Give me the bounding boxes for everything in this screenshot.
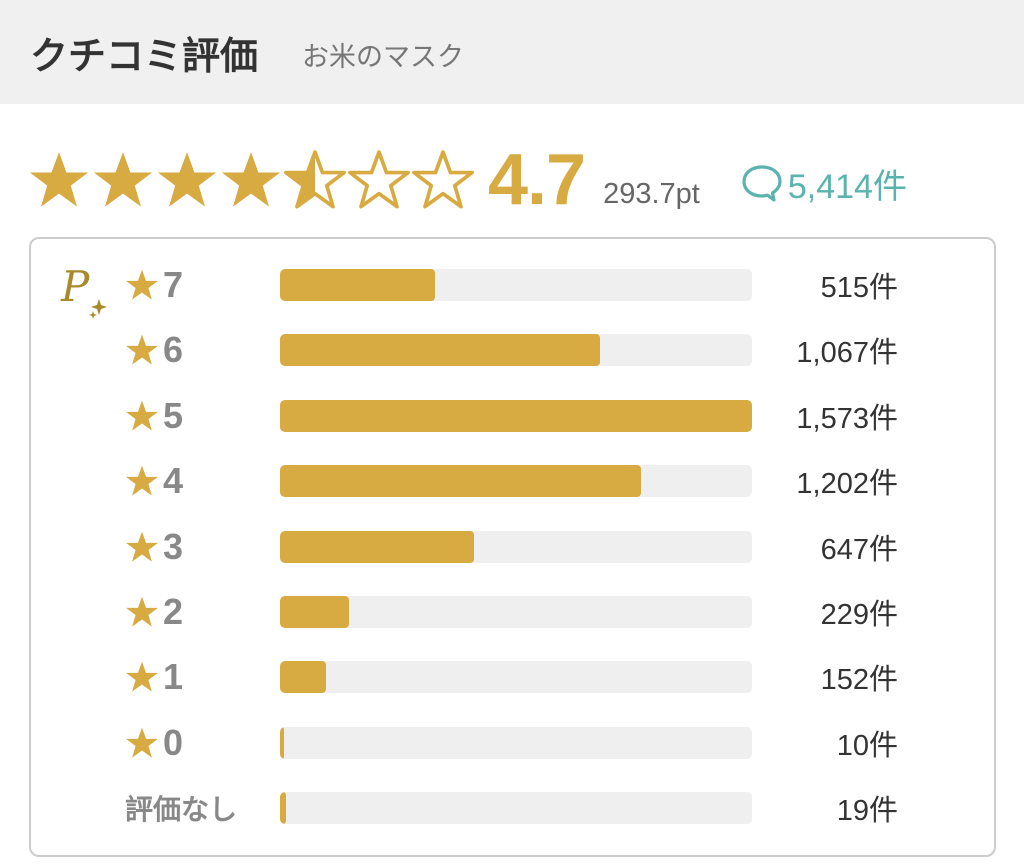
header: クチコミ評価 お米のマスク <box>0 0 1024 104</box>
page-title: クチコミ評価 <box>30 33 259 78</box>
rating-label: 3 <box>125 526 183 568</box>
rating-label-text: 6 <box>163 329 184 371</box>
rating-label-text: 評価なし <box>125 793 238 827</box>
star-icon <box>126 400 158 431</box>
rating-row: 0 10件 <box>31 722 994 764</box>
review-count-link[interactable]: 5,414件 <box>740 159 907 208</box>
rating-bar <box>280 334 752 367</box>
star-icon <box>126 727 158 758</box>
rating-row: 6 1,067件 <box>31 329 994 371</box>
star-icon <box>126 465 158 496</box>
rating-bar <box>280 661 752 694</box>
rating-bar-fill <box>280 530 475 563</box>
rating-bar <box>280 399 752 432</box>
rating-bar <box>280 792 752 825</box>
rating-bar-fill <box>280 792 286 825</box>
svg-text:P: P <box>60 262 90 311</box>
rating-bar <box>280 726 752 759</box>
rating-label-text: 1 <box>163 656 184 698</box>
rating-row: 3 647件 <box>31 526 994 568</box>
star-icon <box>126 596 158 627</box>
rating-row: 4 1,202件 <box>31 460 994 502</box>
rating-count: 515件 <box>820 272 898 304</box>
star-icon <box>126 662 158 693</box>
star-rating <box>28 149 476 211</box>
rating-label: 評価なし <box>125 788 237 828</box>
rating-bar <box>280 269 752 301</box>
rating-count: 229件 <box>820 599 898 631</box>
rating-distribution: P 7 515件 6 1,067件 5 1,573件 4 1,202件 3 647件 2 … <box>29 237 996 857</box>
rating-row: 1 152件 <box>31 656 994 698</box>
rating-label: 6 <box>125 329 183 371</box>
p-sparkle-logo-icon: P <box>60 262 107 319</box>
rating-row: 5 1,573件 <box>31 395 994 437</box>
rating-label-text: 3 <box>163 525 184 567</box>
rating-label-text: 0 <box>163 721 184 763</box>
product-name: お米のマスク <box>302 41 465 73</box>
rating-bar-fill <box>280 465 641 498</box>
rating-count: 10件 <box>836 729 898 762</box>
rating-label: 1 <box>125 656 183 698</box>
rating-bar-fill <box>280 334 601 367</box>
rating-bar-fill <box>280 399 752 432</box>
star-empty-icon <box>348 150 410 209</box>
rating-count: 152件 <box>820 664 898 697</box>
rating-bar <box>280 530 752 563</box>
rating-bar-fill <box>280 269 435 301</box>
rating-label: 4 <box>125 460 183 502</box>
rating-label: 2 <box>125 591 183 633</box>
rating-label-text: 5 <box>163 394 184 436</box>
rating-summary: 4.7 293.7pt 5,414件 <box>28 140 907 220</box>
star-empty-icon <box>412 150 474 209</box>
rating-bar <box>280 596 752 628</box>
star-half-icon <box>284 150 346 209</box>
rating-count: 19件 <box>836 795 898 828</box>
star-full-icon <box>29 152 89 207</box>
rating-row: 評価なし 19件 <box>31 788 994 828</box>
rating-label: 0 <box>125 722 183 764</box>
rating-bar-fill <box>280 596 349 628</box>
rating-bar-fill <box>280 661 326 694</box>
star-full-icon <box>157 152 217 207</box>
star-icon <box>126 269 158 300</box>
rating-row: 7 515件 <box>31 264 994 306</box>
rating-label-text: 4 <box>163 460 184 502</box>
rating-bar <box>280 465 752 498</box>
rating-count: 1,067件 <box>796 337 898 370</box>
star-full-icon <box>221 152 281 207</box>
rating-points: 293.7pt <box>603 177 700 210</box>
rating-label: 7 <box>125 264 183 306</box>
speech-bubble-icon <box>742 165 782 202</box>
rating-row: 2 229件 <box>31 591 994 633</box>
rating-count: 1,202件 <box>796 468 898 501</box>
rating-count: 647件 <box>820 533 898 566</box>
rating-label-text: 2 <box>163 591 184 632</box>
rating-label: 5 <box>125 395 183 437</box>
rating-score: 4.7 <box>488 140 586 220</box>
rating-label-text: 7 <box>163 264 184 305</box>
rating-bar-fill <box>280 726 284 759</box>
star-full-icon <box>93 152 153 207</box>
star-icon <box>126 531 158 562</box>
review-count: 5,414件 <box>787 167 907 206</box>
star-icon <box>126 335 158 366</box>
rating-count: 1,573件 <box>796 402 898 435</box>
